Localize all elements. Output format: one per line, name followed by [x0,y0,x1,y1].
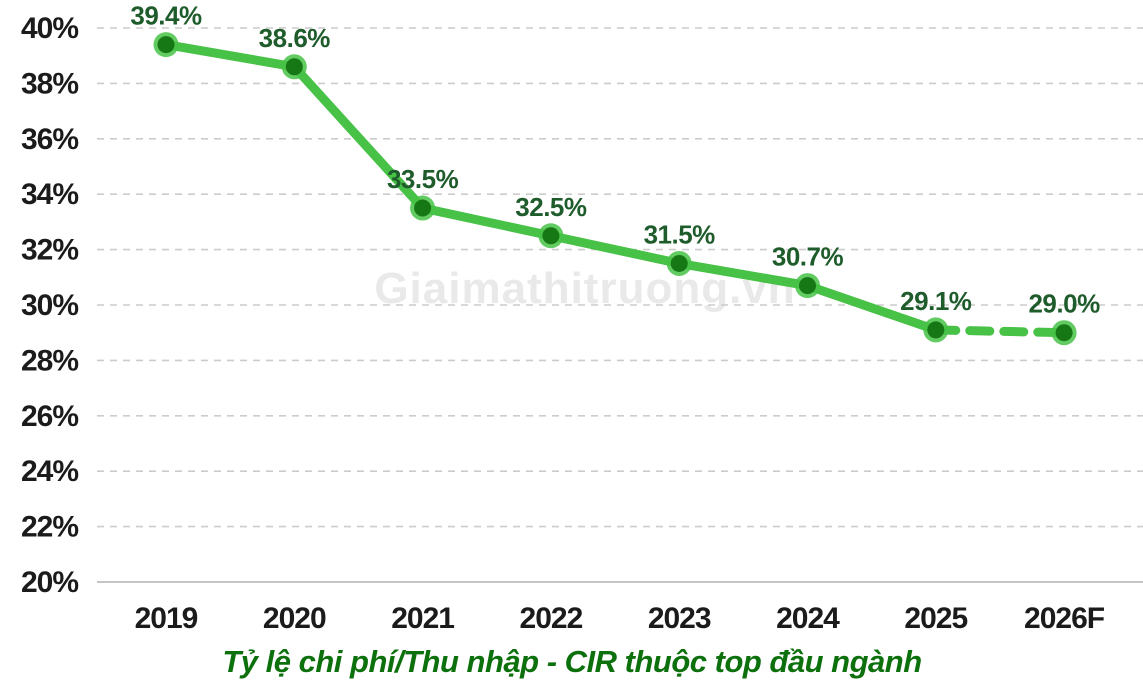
marker-dot [927,321,945,339]
marker-dot [414,199,432,217]
grid-layer [97,27,1143,583]
y-tick-label: 26% [21,400,78,433]
y-tick-label: 32% [21,234,78,267]
x-tick-label: 2019 [135,602,198,635]
y-tick-label: 40% [21,12,78,45]
series-layer: 39.4% 38.6% 33.5% 32.5% 31.5% 30.7% 29.1% 29.0% [130,1,1101,346]
marker-dot [157,36,175,54]
marker-dot [1055,324,1073,342]
data-label: 39.4% [130,1,202,31]
marker-dot [799,277,816,295]
data-label: 30.7% [772,242,844,272]
y-tick-label: 34% [21,178,78,211]
data-label: 33.5% [387,164,459,194]
axis-layer: 40% 38% 36% 34% 32% 30% 28% 26% 24% 22% 20% 2019 202… [21,12,1106,635]
x-tick-label: 2024 [776,602,840,635]
y-tick-label: 24% [21,455,78,488]
y-tick-label: 22% [21,511,78,544]
data-label: 29.1% [900,286,972,316]
data-label: 32.5% [515,192,587,222]
data-label: 38.6% [259,23,331,53]
x-tick-label: 2021 [391,602,454,635]
x-tick-label: 2023 [648,602,711,635]
y-tick-label: 38% [21,67,78,100]
y-tick-label: 20% [21,566,78,599]
y-tick-label: 36% [21,123,78,156]
series-line-forecast [931,325,1069,338]
y-tick-label: 30% [21,289,78,322]
data-label: 31.5% [644,219,716,249]
x-tick-label: 2022 [520,602,583,635]
marker-dot [670,254,688,272]
y-tick-label: 28% [21,344,78,377]
data-label: 29.0% [1028,289,1100,319]
marker-dot [542,227,560,245]
x-tick-label: 2026F [1024,602,1105,635]
marker-dot [285,58,303,76]
chart-title: Tỷ lệ chi phí/Thu nhập - CIR thuộc top đ… [222,644,921,679]
x-tick-label: 2025 [904,602,967,635]
x-tick-label: 2020 [263,602,326,635]
